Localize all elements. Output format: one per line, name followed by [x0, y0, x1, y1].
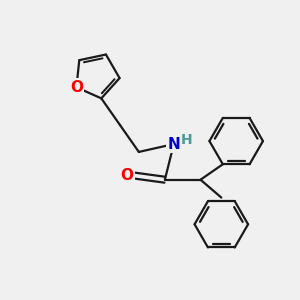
Text: O: O [120, 168, 133, 183]
Text: N: N [167, 136, 180, 152]
Text: H: H [180, 133, 192, 147]
Text: O: O [70, 80, 83, 95]
